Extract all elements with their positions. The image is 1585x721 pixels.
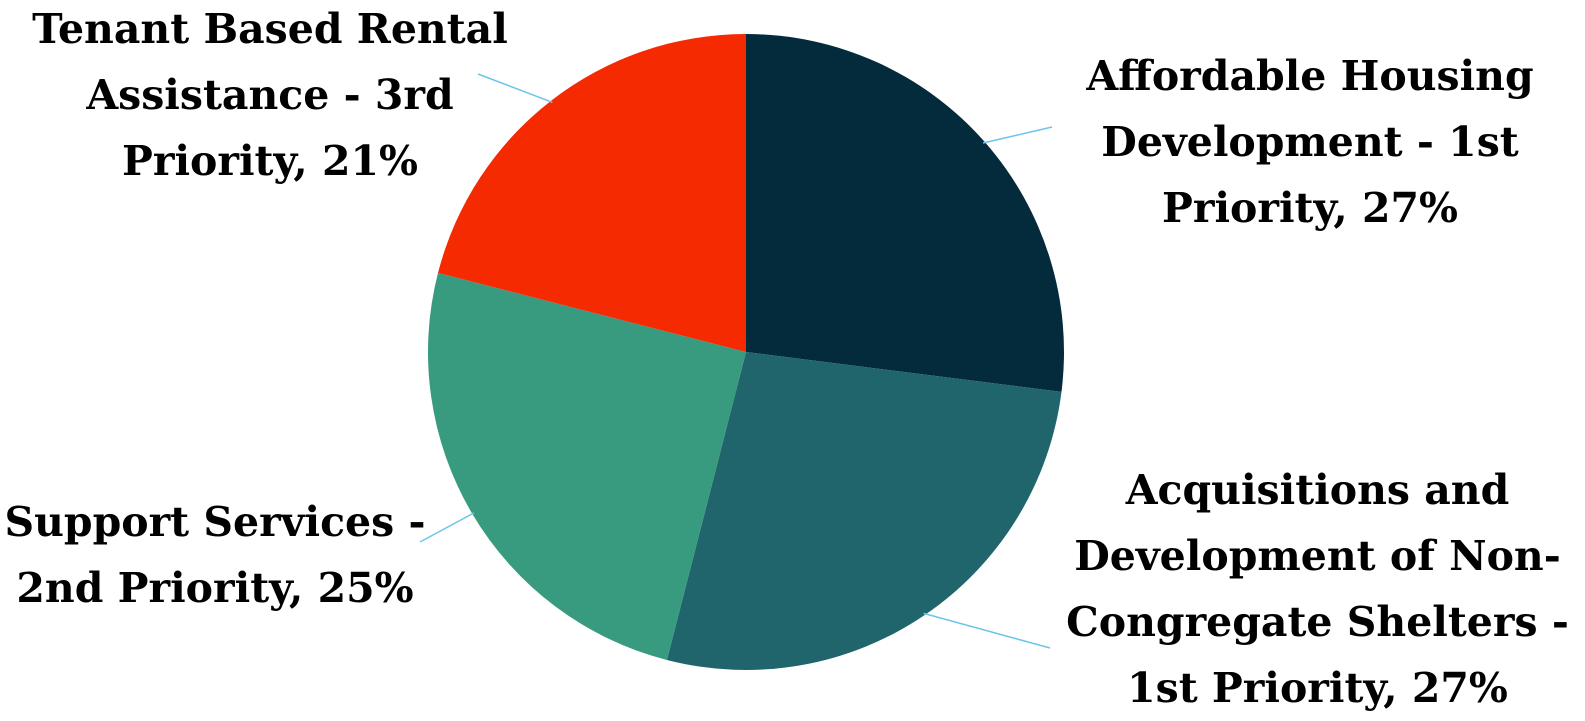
pie-slices [427,34,1064,670]
leader-lines [419,73,1053,649]
slice-label-line: Tenant Based Rental [32,5,508,53]
slice-label-line: 2nd Priority, 25% [16,564,414,612]
leader-line [419,512,475,543]
slice-affordable-housing-development [746,34,1064,392]
slice-label-line: Acquisitions and [1125,466,1510,514]
slice-label-affordable-housing-development: Affordable Housing Development - 1st Pri… [1050,43,1570,241]
slice-tenant-based-rental-assistance [437,34,746,352]
slice-label-line: Congregate Shelters - [1066,598,1569,646]
slice-label-line: Affordable Housing [1086,52,1534,100]
slice-support-services [427,272,746,661]
slice-label-line: Priority, 21% [122,137,418,185]
leader-line [982,126,1053,144]
slice-label-acquisitions-non-congregate-shelters: Acquisitions and Development of Non- Con… [1050,457,1585,721]
slice-label-line: 1st Priority, 27% [1127,664,1508,712]
slice-label-line: Assistance - 3rd [86,71,454,119]
slice-label-tenant-based-rental-assistance: Tenant Based Rental Assistance - 3rd Pri… [20,0,520,194]
slice-acquisitions-non-congregate-shelters [666,352,1062,670]
slice-label-line: Development - 1st [1101,118,1519,166]
slice-label-line: Support Services - [4,498,426,546]
slice-label-line: Development of Non- [1074,532,1561,580]
slice-label-line: Priority, 27% [1162,184,1458,232]
leader-line [923,612,1051,649]
slice-label-support-services: Support Services - 2nd Priority, 25% [0,489,430,621]
leader-line [477,73,553,104]
